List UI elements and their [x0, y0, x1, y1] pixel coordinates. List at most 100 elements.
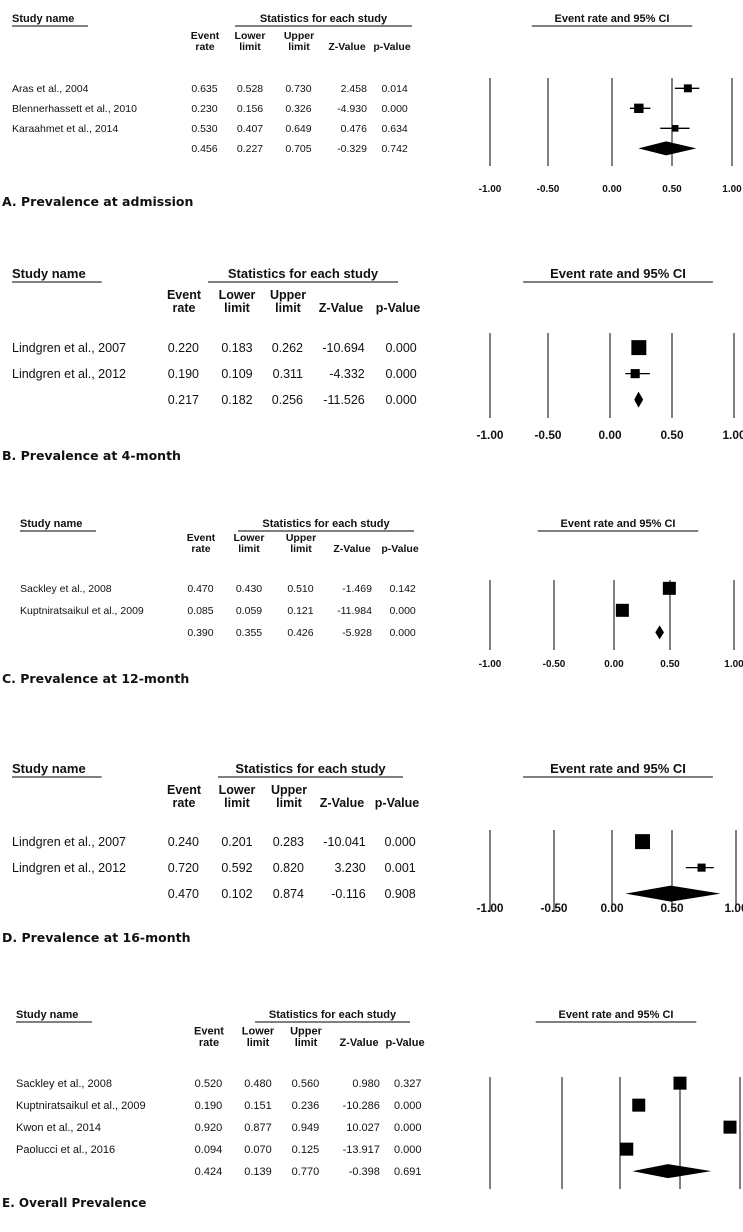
cell-lower-limit: 0.156	[237, 103, 263, 115]
cell-z-value: 0.476	[341, 123, 367, 135]
forest-plot-12-month: Study name Statistics for each study Event…	[0, 505, 743, 695]
cell-z-value: 3.230	[334, 861, 365, 875]
column-header-z-value: Z-Value	[339, 1037, 378, 1049]
column-header-upper-limit: Upper	[290, 1025, 323, 1037]
header-plot: Event rate and 95% CI	[559, 1009, 674, 1021]
cell-lower-limit: 0.407	[237, 123, 263, 135]
cell-p-value: 0.000	[385, 341, 416, 355]
column-header-p-value: p-Value	[381, 543, 419, 555]
header-stats: Statistics for each study	[235, 761, 386, 776]
cell-z-value: -11.984	[337, 605, 372, 617]
cell-upper-limit: 0.311	[273, 367, 303, 381]
cell-event-rate: 0.094	[195, 1144, 223, 1156]
cell-event-rate: 0.190	[195, 1100, 223, 1112]
cell-p-value: 0.691	[394, 1166, 422, 1178]
x-tick-label: 0.50	[660, 428, 683, 442]
cell-event-rate: 0.240	[168, 835, 199, 849]
cell-event-rate: 0.470	[168, 887, 199, 901]
study-name: Lindgren et al., 2012	[12, 367, 126, 381]
x-tick-label: -0.50	[543, 659, 566, 670]
cell-upper-limit: 0.949	[292, 1122, 320, 1134]
cell-upper-limit: 0.770	[292, 1166, 320, 1178]
cell-z-value: 2.458	[341, 83, 367, 95]
header-study-name: Study name	[20, 518, 82, 530]
cell-z-value: -13.917	[343, 1144, 380, 1156]
cell-lower-limit: 0.059	[236, 605, 262, 617]
study-name: Lindgren et al., 2007	[12, 341, 126, 355]
column-header-upper-limit: Upper	[286, 532, 316, 544]
study-name: Sackley et al., 2008	[20, 583, 112, 595]
cell-p-value: 0.142	[389, 583, 415, 595]
forest-plot-svg: Study name Statistics for each study Event…	[12, 13, 742, 195]
cell-p-value: 0.000	[394, 1144, 422, 1156]
panel-caption: B. Prevalence at 4-month	[2, 447, 181, 463]
point-estimate	[634, 103, 644, 114]
point-estimate	[671, 125, 679, 132]
cell-upper-limit: 0.256	[272, 393, 303, 407]
forest-plot-svg: Study name Statistics for each study Event…	[12, 761, 743, 915]
cell-p-value: 0.327	[394, 1078, 422, 1090]
cell-lower-limit: 0.183	[221, 341, 252, 355]
column-header-upper-limit: limit	[288, 41, 310, 53]
cell-p-value: 0.000	[385, 393, 416, 407]
column-header-lower-limit: Lower	[234, 532, 265, 544]
cell-upper-limit: 0.730	[285, 83, 311, 95]
cell-lower-limit: 0.201	[221, 835, 252, 849]
study-name: Kuptniratsaikul et al., 2009	[16, 1100, 146, 1112]
cell-p-value: 0.742	[381, 143, 407, 155]
point-estimate	[631, 340, 647, 356]
column-header-event-rate: Event	[187, 532, 216, 544]
column-header-upper-limit: Upper	[270, 288, 306, 302]
column-header-upper-limit: limit	[276, 796, 303, 810]
cell-lower-limit: 0.070	[244, 1144, 272, 1156]
cell-z-value: -10.286	[343, 1100, 380, 1112]
forest-plot-4-month: Study name Statistics for each study Event…	[0, 255, 743, 477]
study-name: Aras et al., 2004	[12, 83, 89, 95]
column-header-upper-limit: Upper	[271, 783, 307, 797]
cell-upper-limit: 0.874	[273, 887, 304, 901]
cell-upper-limit: 0.125	[292, 1144, 320, 1156]
cell-z-value: -4.930	[337, 103, 367, 115]
x-tick-label: 0.00	[600, 901, 623, 915]
header-stats: Statistics for each study	[228, 266, 379, 281]
cell-z-value: -0.398	[349, 1166, 380, 1178]
cell-lower-limit: 0.528	[237, 83, 263, 95]
x-tick-label: -0.50	[534, 428, 561, 442]
column-header-event-rate: Event	[167, 783, 202, 797]
cell-p-value: 0.908	[384, 887, 415, 901]
point-estimate	[673, 1076, 687, 1090]
cell-lower-limit: 0.480	[244, 1078, 272, 1090]
column-header-lower-limit: Lower	[242, 1025, 275, 1037]
cell-event-rate: 0.424	[195, 1166, 223, 1178]
cell-upper-limit: 0.510	[287, 583, 313, 595]
point-estimate	[662, 581, 676, 595]
cell-z-value: 10.027	[346, 1122, 380, 1134]
cell-upper-limit: 0.820	[273, 861, 304, 875]
cell-p-value: 0.000	[389, 605, 415, 617]
cell-upper-limit: 0.236	[292, 1100, 320, 1112]
column-header-event-rate: rate	[191, 543, 210, 555]
cell-lower-limit: 0.877	[244, 1122, 272, 1134]
cell-p-value: 0.000	[384, 835, 415, 849]
cell-event-rate: 0.920	[195, 1122, 223, 1134]
column-header-event-rate: rate	[173, 796, 196, 810]
cell-event-rate: 0.470	[187, 583, 213, 595]
column-header-p-value: p-Value	[385, 1037, 424, 1049]
x-tick-label: 1.00	[724, 901, 743, 915]
cell-event-rate: 0.230	[191, 103, 217, 115]
column-header-upper-limit: limit	[295, 1037, 318, 1049]
column-header-p-value: p-Value	[375, 796, 420, 810]
cell-event-rate: 0.190	[168, 367, 199, 381]
column-header-p-value: p-Value	[376, 301, 421, 315]
forest-plot-overall: Study name Statistics for each study Event…	[0, 995, 743, 1227]
cell-upper-limit: 0.283	[273, 835, 304, 849]
column-header-event-rate: Event	[194, 1025, 224, 1037]
header-study-name: Study name	[12, 266, 86, 281]
panel-caption: A. Prevalence at admission	[2, 193, 194, 209]
column-header-z-value: Z-Value	[333, 543, 371, 555]
cell-z-value: -0.329	[337, 143, 367, 155]
cell-lower-limit: 0.592	[221, 861, 252, 875]
study-name: Kuptniratsaikul et al., 2009	[20, 605, 144, 617]
cell-lower-limit: 0.109	[221, 367, 252, 381]
column-header-lower-limit: limit	[224, 301, 251, 315]
